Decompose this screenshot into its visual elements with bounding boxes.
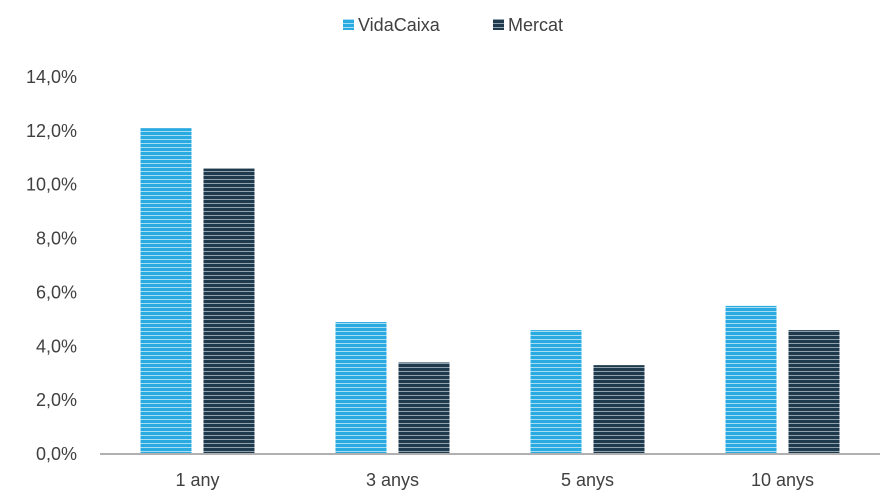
x-tick-label: 1 any [175, 470, 219, 490]
y-tick-label: 8,0% [36, 229, 77, 249]
y-tick-label: 2,0% [36, 390, 77, 410]
legend-swatch-vidacaixa [343, 19, 354, 30]
bar-vidacaixa-10-anys [725, 305, 777, 454]
bar-mercat-5-anys [593, 365, 645, 454]
x-axis: 1 any 3 anys 5 anys 10 anys [175, 470, 814, 490]
legend-label-vidacaixa: VidaCaixa [358, 15, 441, 35]
legend-label-mercat: Mercat [508, 15, 563, 35]
x-tick-label: 5 anys [561, 470, 614, 490]
y-tick-label: 4,0% [36, 336, 77, 356]
bar-vidacaixa-5-anys [530, 330, 582, 454]
y-tick-label: 10,0% [26, 175, 77, 195]
bar-mercat-3-anys [398, 362, 450, 454]
bars-group [140, 128, 840, 455]
bar-vidacaixa-1-any [140, 128, 192, 454]
y-tick-label: 14,0% [26, 67, 77, 87]
x-tick-label: 3 anys [366, 470, 419, 490]
legend: VidaCaixa Mercat [343, 15, 563, 35]
bar-mercat-1-any [203, 168, 255, 455]
x-tick-label: 10 anys [751, 470, 814, 490]
legend-swatch-mercat [493, 19, 504, 30]
y-tick-label: 0,0% [36, 444, 77, 464]
bar-vidacaixa-3-anys [335, 322, 387, 454]
y-tick-label: 12,0% [26, 121, 77, 141]
y-axis: 0,0% 2,0% 4,0% 6,0% 8,0% 10,0% 12,0% 14,0% [26, 67, 77, 464]
bar-mercat-10-anys [788, 330, 840, 454]
y-tick-label: 6,0% [36, 282, 77, 302]
